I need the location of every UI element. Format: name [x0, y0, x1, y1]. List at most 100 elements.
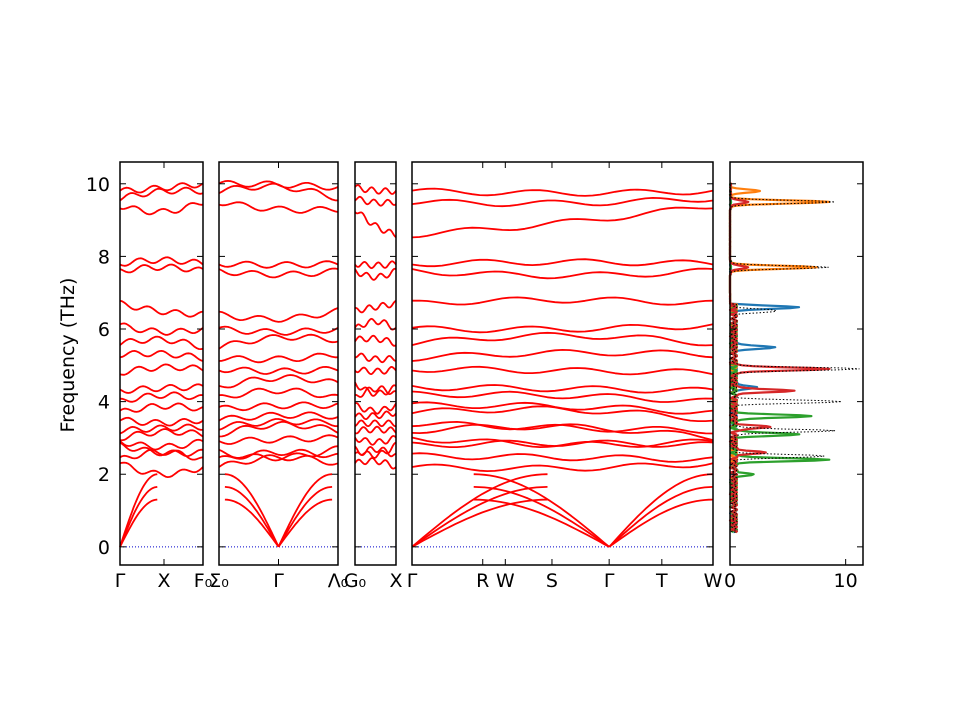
phonon-band: [411, 331, 714, 347]
phonon-band: [354, 419, 396, 428]
x-tick-label: Γ: [273, 570, 284, 592]
phonon-band: [119, 416, 204, 427]
phonon-band: [119, 256, 204, 267]
phonon-band: [218, 307, 339, 323]
phonon-band: [354, 410, 397, 420]
acoustic-band: [224, 486, 280, 548]
acoustic-band: [473, 498, 610, 548]
x-tick-label: T: [655, 570, 668, 592]
phonon-band: [354, 385, 397, 398]
phonon-band: [411, 365, 714, 376]
phonon-band: [119, 438, 204, 451]
phonon-band: [354, 195, 397, 207]
phonon-band: [119, 322, 204, 336]
phonon-band: [218, 366, 339, 375]
x-tick-label: G₀: [344, 570, 366, 592]
phonon-band: [354, 211, 397, 239]
phonon-band: [218, 445, 339, 462]
acoustic-band: [277, 473, 333, 548]
y-tick-label: 2: [98, 464, 110, 486]
acoustic-band: [411, 486, 548, 548]
phonon-band: [354, 435, 397, 446]
phonon-band: [354, 184, 397, 195]
x-tick-label: Γ: [115, 570, 126, 592]
panel-frame: [119, 161, 204, 566]
acoustic-band: [119, 498, 158, 548]
dos-frame: [729, 161, 864, 566]
phonon-band: [119, 423, 204, 435]
acoustic-band: [224, 498, 280, 548]
phonon-band: [411, 462, 714, 472]
phonon-band: [354, 299, 397, 314]
dos-curve: [728, 182, 831, 534]
panel-frame: [218, 161, 339, 566]
band-panel-p3: G₀ X: [344, 161, 403, 592]
phonon-band: [411, 452, 714, 463]
band-panel-p2: Σ₀ Γ Λ₀: [209, 161, 348, 592]
dos-x-tick-label: 0: [724, 570, 736, 592]
acoustic-band: [411, 498, 548, 548]
phonon-band: [119, 441, 204, 457]
phonon-band: [218, 454, 339, 468]
panel-frame: [411, 161, 714, 566]
phonon-band: [218, 418, 339, 431]
phonon-band: [411, 267, 714, 280]
phonon-band: [354, 366, 397, 375]
phonon-band: [411, 384, 714, 394]
x-tick-label: W: [496, 570, 515, 592]
acoustic-band: [277, 486, 333, 548]
phonon-band: [411, 436, 714, 448]
phonon-band: [354, 267, 397, 281]
dos-curve: [728, 182, 831, 534]
phonon-band: [218, 411, 339, 422]
y-tick-label: 10: [86, 174, 110, 196]
phonon-band: [411, 206, 714, 239]
acoustic-band: [119, 473, 158, 548]
phonon-band: [354, 441, 397, 459]
phonon-band: [218, 374, 339, 389]
x-tick-label: S: [546, 570, 558, 592]
phonon-band: [354, 334, 397, 347]
phonon-band: [354, 425, 397, 435]
phonon-band: [218, 333, 339, 350]
acoustic-band: [119, 486, 158, 548]
phonon-band: [119, 335, 204, 350]
y-axis-label: Frequency (THz): [57, 278, 79, 433]
phonon-band: [218, 434, 339, 445]
phonon-band: [119, 428, 204, 442]
phonon-band: [411, 296, 714, 306]
x-tick-label: R: [476, 570, 489, 592]
acoustic-band: [473, 473, 610, 548]
dos-curve: [728, 182, 801, 534]
phonon-band: [119, 263, 204, 274]
phonon-band: [411, 349, 714, 362]
phonon-band: [218, 325, 339, 336]
phonon-band: [218, 182, 339, 202]
phonon-band: [218, 267, 339, 279]
phonon-band: [411, 187, 714, 197]
phonon-band: [119, 391, 204, 403]
phonon-band: [218, 352, 338, 364]
band-panel-p1: Γ X F₀: [115, 161, 212, 592]
acoustic-band: [277, 498, 333, 548]
phonon-band: [119, 461, 204, 478]
dos-curve: [729, 182, 860, 533]
acoustic-band: [608, 486, 714, 548]
panel-frame: [354, 161, 397, 566]
phonon-band: [354, 402, 397, 415]
x-tick-label: W: [704, 570, 723, 592]
acoustic-band: [224, 473, 280, 548]
phonon-band: [119, 202, 204, 216]
dos-curve: [728, 182, 831, 534]
acoustic-band: [608, 473, 714, 548]
phonon-band: [354, 457, 397, 470]
phonon-band: [411, 197, 714, 208]
phonon-band: [411, 390, 714, 403]
phonon-band: [411, 258, 714, 268]
phonon-band: [119, 350, 204, 362]
phonon-band: [218, 401, 339, 412]
dos-panel: 0 10: [724, 161, 864, 592]
x-tick-label: X: [157, 570, 170, 592]
y-tick-label: 4: [98, 392, 110, 414]
phonon-band: [355, 352, 397, 364]
